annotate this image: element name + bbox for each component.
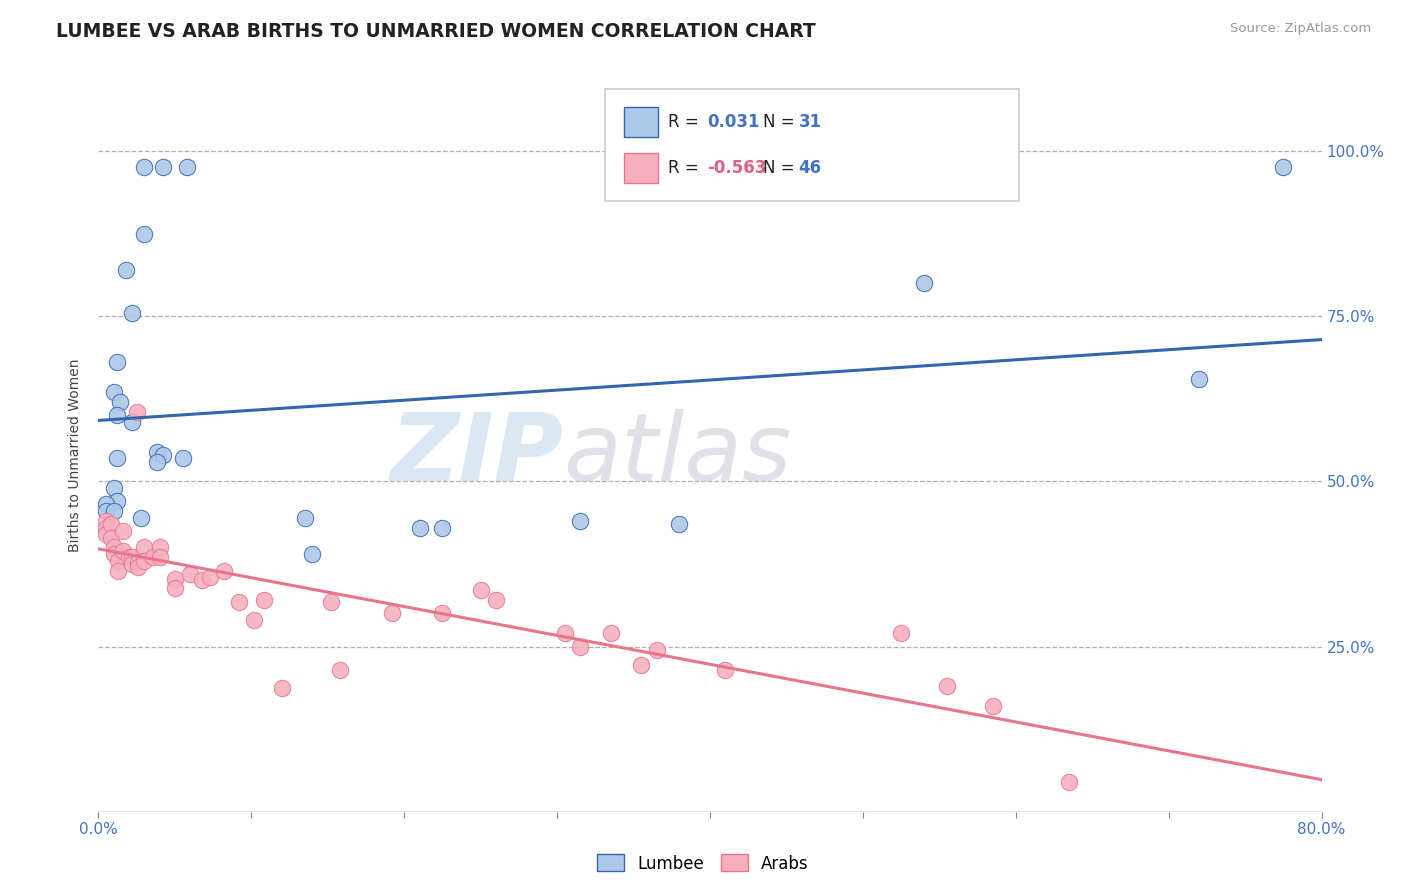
Point (714, 663, 737, 677)
Point (134, 227, 156, 241)
Point (163, 582, 186, 596)
Text: 46: 46 (799, 159, 821, 177)
Point (243, 613, 266, 627)
Point (408, 520, 430, 534)
Point (127, 560, 149, 574)
Point (152, 448, 174, 462)
Point (121, 415, 143, 429)
Point (100, 531, 122, 545)
Point (127, 555, 149, 569)
Point (212, 564, 235, 578)
Text: ZIP: ZIP (391, 409, 564, 501)
Point (630, 658, 652, 673)
Point (1272, 161, 1295, 175)
Point (142, 550, 165, 565)
Point (118, 550, 141, 565)
Legend: Lumbee, Arabs: Lumbee, Arabs (591, 847, 815, 880)
Point (103, 504, 125, 518)
Point (103, 547, 125, 561)
Point (645, 643, 668, 657)
Text: -0.563: -0.563 (707, 159, 766, 177)
Point (94, 520, 117, 534)
Point (890, 626, 912, 640)
Text: R =: R = (668, 159, 704, 177)
Point (981, 698, 1004, 713)
Point (1059, 775, 1081, 789)
Point (270, 681, 292, 695)
Point (105, 451, 128, 466)
Point (94, 504, 117, 518)
Point (936, 679, 959, 693)
Point (103, 541, 125, 555)
Point (252, 593, 274, 607)
Point (105, 409, 128, 423)
Point (134, 541, 156, 555)
Point (432, 520, 454, 534)
Point (145, 454, 167, 468)
Point (485, 593, 508, 607)
Point (121, 550, 143, 565)
Text: N =: N = (763, 113, 800, 131)
Text: Source: ZipAtlas.com: Source: ZipAtlas.com (1230, 22, 1371, 36)
Point (111, 543, 134, 558)
Point (172, 451, 194, 466)
Text: 31: 31 (799, 113, 821, 131)
Point (115, 263, 138, 277)
Point (198, 570, 221, 584)
Point (152, 161, 174, 175)
Point (134, 554, 156, 568)
Point (134, 161, 156, 175)
Point (94, 514, 117, 528)
Point (121, 306, 143, 320)
Point (149, 541, 172, 555)
Point (94, 527, 117, 541)
Point (103, 385, 125, 400)
Point (125, 405, 148, 419)
Point (319, 594, 342, 608)
Text: N =: N = (763, 159, 800, 177)
Point (599, 626, 621, 640)
Point (145, 444, 167, 458)
Point (111, 524, 134, 538)
Point (176, 161, 198, 175)
Point (105, 494, 128, 508)
Point (107, 564, 129, 578)
Text: R =: R = (668, 113, 704, 131)
Text: atlas: atlas (564, 409, 792, 500)
Point (107, 554, 129, 568)
Point (121, 557, 143, 571)
Point (103, 481, 125, 495)
Point (912, 276, 935, 290)
Point (129, 510, 152, 524)
Point (108, 395, 131, 409)
Point (432, 607, 454, 621)
Y-axis label: Births to Unmarried Women: Births to Unmarried Women (69, 359, 83, 551)
Point (569, 640, 592, 654)
Point (100, 517, 122, 532)
Point (94, 498, 117, 512)
Point (294, 510, 316, 524)
Point (470, 583, 492, 598)
Point (105, 355, 128, 369)
Point (329, 663, 352, 677)
Point (554, 626, 576, 640)
Point (228, 594, 250, 608)
Point (179, 566, 201, 581)
Point (149, 550, 172, 565)
Point (163, 572, 186, 586)
Point (1188, 372, 1211, 386)
Point (381, 607, 404, 621)
Point (301, 547, 323, 561)
Point (668, 517, 690, 532)
Point (191, 574, 214, 588)
Text: LUMBEE VS ARAB BIRTHS TO UNMARRIED WOMEN CORRELATION CHART: LUMBEE VS ARAB BIRTHS TO UNMARRIED WOMEN… (56, 22, 815, 41)
Point (569, 514, 592, 528)
Text: 0.031: 0.031 (707, 113, 759, 131)
